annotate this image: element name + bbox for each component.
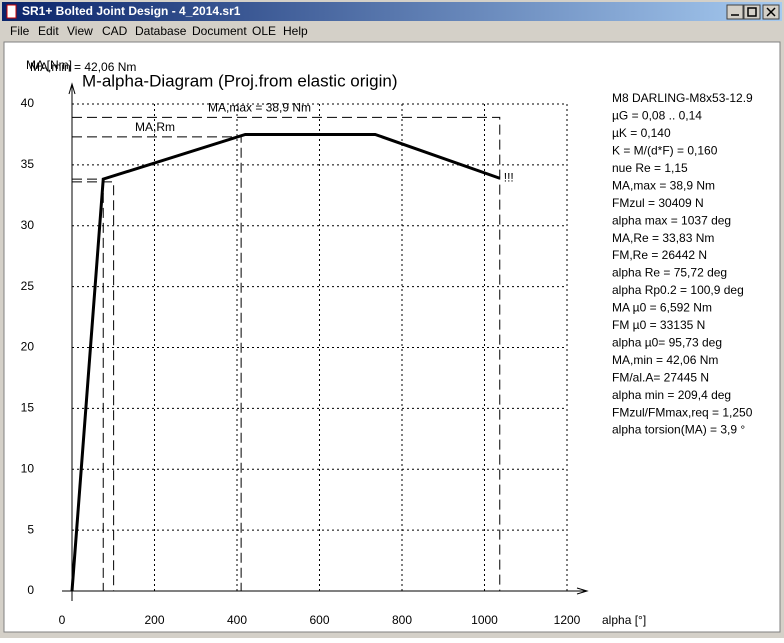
info-line: FM µ0 = 33135 N (612, 318, 705, 332)
info-line: FMzul = 30409 N (612, 196, 704, 210)
y-tick-label: 20 (21, 340, 35, 354)
x-tick-label: 1200 (554, 613, 581, 627)
y-axis (68, 82, 76, 601)
x-tick-label: 800 (392, 613, 412, 627)
x-axis-label: alpha [°] (602, 613, 646, 627)
info-line: µK = 0,140 (612, 126, 671, 140)
x-tick-label: 1000 (471, 613, 498, 627)
menu-item[interactable]: CAD (102, 24, 128, 38)
window-buttons[interactable] (726, 4, 780, 20)
x-tick-label: 400 (227, 613, 247, 627)
menu-item[interactable]: OLE (252, 24, 276, 38)
minimize-button[interactable] (726, 4, 744, 20)
y-axis-label: MA [Nm] (26, 58, 72, 72)
info-line: MA,max = 38,9 Nm (612, 178, 715, 192)
info-line: nue Re = 1,15 (612, 161, 688, 175)
info-line: alpha torsion(MA) = 3,9 ° (612, 423, 745, 437)
y-tick-label: 10 (21, 461, 35, 475)
menu-item[interactable]: File (10, 24, 30, 38)
x-tick-label: 200 (144, 613, 164, 627)
info-line: FM/al.A= 27445 N (612, 370, 709, 384)
info-line: MA µ0 = 6,592 Nm (612, 301, 712, 315)
info-line: alpha min = 209,4 deg (612, 388, 731, 402)
info-line: alpha µ0= 95,73 deg (612, 335, 722, 349)
info-line: alpha Rp0.2 = 100,9 deg (612, 283, 744, 297)
info-line: FM,Re = 26442 N (612, 248, 707, 262)
y-tick-label: 30 (21, 218, 35, 232)
menu-item[interactable]: Database (135, 24, 187, 38)
y-tick-label: 40 (21, 96, 35, 110)
title-bar (2, 2, 782, 21)
menu-item[interactable]: View (67, 24, 93, 38)
maximize-button[interactable] (743, 4, 761, 20)
app-icon (6, 4, 17, 19)
y-tick-label: 5 (27, 522, 34, 536)
info-line: FMzul/FMmax,req = 1,250 (612, 405, 753, 419)
x-tick-label: 600 (309, 613, 329, 627)
top-note: MA,min = 42,06 Nm (30, 60, 136, 74)
menu-item[interactable]: Help (283, 24, 308, 38)
info-line: M8 DARLING-M8x53-12.9 (612, 91, 753, 105)
info-line: MA,min = 42,06 Nm (612, 353, 718, 367)
y-tick-label: 35 (21, 157, 35, 171)
info-line: µG = 0,08 .. 0,14 (612, 109, 702, 123)
info-line: K = M/(d*F) = 0,160 (612, 144, 718, 158)
menu-item[interactable]: Document (192, 24, 247, 38)
chart-title: M-alpha-Diagram (Proj.from elastic origi… (82, 71, 398, 90)
ref-label: MA,max = 38,9 Nm (208, 101, 311, 115)
x-tick-label: 0 (59, 613, 66, 627)
menu-bar: File Edit View CAD Database Document OLE Help (10, 24, 308, 38)
y-tick-label: 15 (21, 401, 35, 415)
ref-line (72, 116, 501, 591)
y-tick-label: 0 (27, 583, 34, 597)
y-tick-label: 25 (21, 279, 35, 293)
data-line (70, 132, 501, 592)
menu-item[interactable]: Edit (38, 24, 59, 38)
end-mark: !!! (504, 170, 514, 184)
info-line: alpha max = 1037 deg (612, 213, 731, 227)
ref-label: MA,Rm (135, 120, 175, 134)
info-line: MA,Re = 33,83 Nm (612, 231, 714, 245)
window-title: SR1+ Bolted Joint Design - 4_2014.sr1 (22, 4, 241, 18)
info-line: alpha Re = 75,72 deg (612, 266, 727, 280)
